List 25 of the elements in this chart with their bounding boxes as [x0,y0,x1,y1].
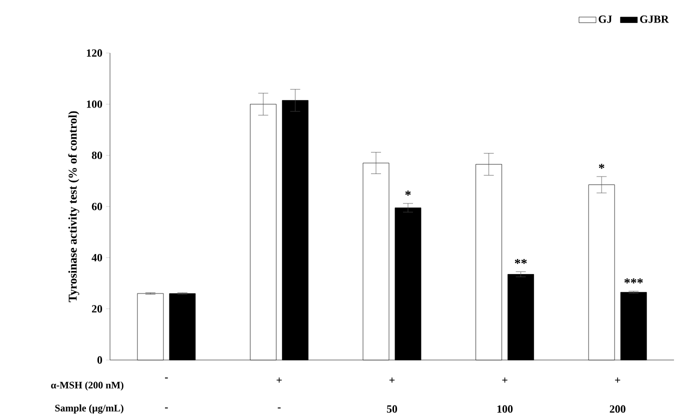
annotation: * [405,190,411,196]
annotation: ** [514,258,527,264]
y-tick-label: 20 [92,305,102,313]
y-tick-label: 80 [92,152,102,160]
text: - [164,407,168,408]
y-tick-label: 40 [92,254,102,262]
x-tick-label: + [615,378,620,383]
text: 200 [610,405,626,413]
x-tick-label: + [502,378,508,383]
x-tick-label: + [389,378,395,383]
text: 100 [497,405,513,413]
text: 50 [386,405,398,413]
annotation: * [598,164,604,169]
text: Sample (µg/mL) [55,404,124,414]
text: - [278,407,281,408]
y-tick-label: 60 [92,202,102,210]
text: α-MSH (200 nM) [51,381,124,391]
y-tick-label: 0 [97,356,102,364]
x-tick-label: + [276,378,282,383]
legend-label: GJ [598,16,612,23]
y-axis-title: Tyrosinase activity test (% of control) [68,111,80,302]
annotation: *** [624,278,643,284]
legend-label: GJBR [640,16,669,23]
y-tick-label: 120 [86,49,102,57]
y-tick-label: 100 [86,100,102,108]
